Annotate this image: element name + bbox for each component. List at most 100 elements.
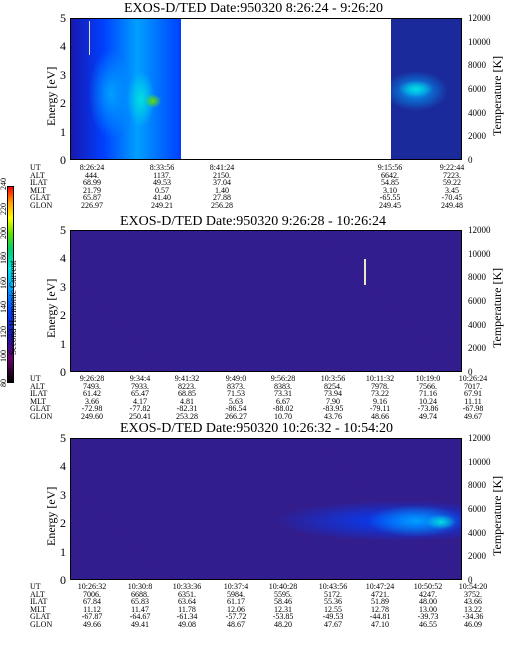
panel-3-cell: 10:33:36 bbox=[172, 582, 202, 591]
panel-2-ytick: 5 bbox=[60, 223, 66, 237]
panel-3-title: EXOS-D/TED Date:950320 10:26:32 - 10:54:… bbox=[120, 421, 393, 436]
panel-2-cell: -79.11 bbox=[369, 404, 391, 414]
panel-2-cell: 10.24 bbox=[419, 396, 437, 406]
panel-2-cell: 43.76 bbox=[324, 412, 342, 421]
panel-1-row-label: MLT bbox=[30, 185, 47, 195]
panel-2-cell: -86.54 bbox=[225, 404, 247, 414]
panel-2-row-label: UT bbox=[30, 374, 41, 383]
panel-3-row-label: MLT bbox=[30, 604, 47, 614]
panel-2-ylabel: Energy [eV] bbox=[44, 278, 58, 338]
panel-2-cell: 7933. bbox=[131, 381, 149, 391]
panel-2-y2label: Temperature [K] bbox=[490, 267, 504, 348]
panel-1-ylabel: Energy [eV] bbox=[44, 66, 58, 126]
panel-1-cell: 249.48 bbox=[441, 201, 463, 210]
panel-3-y2tick: 10000 bbox=[468, 456, 491, 467]
panel-3-cell: 49.08 bbox=[178, 620, 196, 629]
panel-1-cell: 65.87 bbox=[83, 193, 101, 203]
panel-1-y2tick: 4000 bbox=[468, 107, 486, 118]
panel-2-cell: 73.31 bbox=[274, 389, 292, 399]
panel-2-cell: -88.02 bbox=[272, 404, 294, 414]
panel-3-cell: -61.34 bbox=[176, 612, 198, 622]
panel-2-cell: 7978. bbox=[371, 381, 389, 391]
panel-3-cell: 12.06 bbox=[227, 604, 245, 614]
panel-3-y2tick: 4000 bbox=[468, 527, 486, 538]
panel-1-heatmap-right bbox=[391, 19, 461, 159]
panel-3-plot bbox=[70, 438, 462, 580]
colorbar-tick: 200 bbox=[0, 227, 8, 240]
panel-2-cell: 4.17 bbox=[133, 396, 147, 406]
panel-1-cell: 27.88 bbox=[213, 193, 231, 203]
panel-1-heatmap-left bbox=[71, 19, 181, 159]
colorbar-tick: 180 bbox=[0, 251, 8, 264]
panel-3-y2tick: 12000 bbox=[468, 433, 491, 443]
panel-2-cell: 7493. bbox=[83, 381, 101, 391]
panel-2-cell: 6.67 bbox=[276, 396, 290, 406]
panel-3-cell: 10:26:32 bbox=[77, 582, 107, 591]
panel-3-cell: 48.67 bbox=[227, 620, 245, 629]
panel-3-row-label: GLON bbox=[30, 620, 53, 629]
panel-2-ytick: 0 bbox=[60, 365, 66, 379]
panel-1-y2tick: 8000 bbox=[468, 60, 486, 71]
panel-3-cell: 11.47 bbox=[131, 604, 149, 614]
panel-3-cell: -34.36 bbox=[462, 612, 484, 622]
panel-1-cell: 1.40 bbox=[215, 185, 229, 195]
panel-3-cell: 13.22 bbox=[464, 604, 482, 614]
panel-3-ytick: 0 bbox=[60, 573, 66, 587]
panel-3-row-label: UT bbox=[30, 582, 41, 591]
panel-1-ytick: 0 bbox=[60, 153, 66, 167]
panel-3-cell: -39.73 bbox=[417, 612, 439, 622]
panel-2-ytick: 2 bbox=[60, 308, 66, 323]
panel-1-row-label: ALT bbox=[30, 170, 45, 180]
panel-3-cell: 10:47:24 bbox=[365, 582, 395, 591]
panel-1-row-label: ILAT bbox=[30, 178, 48, 188]
panel-3-row-label: ILAT bbox=[30, 597, 48, 607]
panel-3-row-label: ALT bbox=[30, 589, 45, 599]
panel-2-cell: 4.81 bbox=[180, 396, 194, 406]
panel-3-ytick: 1 bbox=[60, 544, 66, 559]
panel-2-white-spike bbox=[364, 259, 366, 285]
panel-3-cell: 49.41 bbox=[131, 620, 149, 629]
panel-2-cell: 253.28 bbox=[176, 412, 198, 421]
panel-3-cell: 48.20 bbox=[274, 620, 292, 629]
panel-1-cell: 8:41:24 bbox=[209, 163, 235, 172]
panel-2-plot bbox=[70, 230, 462, 372]
panel-1-cell: 7223. bbox=[443, 170, 461, 180]
panel-2-y2tick: 12000 bbox=[468, 225, 491, 235]
panel-3-cell: 12.31 bbox=[274, 604, 292, 614]
panel-2-cell: 8223. bbox=[178, 381, 196, 391]
panel-1-y2tick: 12000 bbox=[468, 13, 491, 23]
panel-2-cell: 67.91 bbox=[464, 389, 482, 399]
panel-1-cell: 49.53 bbox=[153, 178, 171, 188]
panel-1-ytick: 4 bbox=[60, 39, 66, 54]
panel-3-cell: -64.67 bbox=[129, 612, 151, 622]
panel-2-cell: 9:49:0 bbox=[225, 374, 247, 383]
panel-2-cell: 8254. bbox=[324, 381, 342, 391]
colorbar bbox=[7, 186, 14, 383]
panel-3-cell: -57.72 bbox=[225, 612, 247, 622]
panel-1-cell: 249.21 bbox=[151, 201, 173, 210]
colorbar-tick: 160 bbox=[0, 276, 8, 289]
panel-1-cell: 3.10 bbox=[383, 185, 397, 195]
panel-3-cell: 3752. bbox=[464, 589, 482, 599]
panel-3-cell: 4721. bbox=[371, 589, 389, 599]
panel-2-cell: -73.86 bbox=[417, 404, 439, 414]
panel-2-ytick: 1 bbox=[60, 336, 66, 351]
panel-3-cell: 47.67 bbox=[324, 620, 342, 629]
panel-3-cell: 12.78 bbox=[371, 604, 389, 614]
colorbar-tick: 140 bbox=[0, 301, 8, 314]
panel-3-y2tick: 2000 bbox=[468, 551, 486, 562]
panel-3-cell: 5172. bbox=[324, 589, 342, 599]
panel-3-cell: 10:54:20 bbox=[458, 582, 488, 591]
panel-1-ytick: 2 bbox=[60, 96, 66, 111]
panel-1-cell: 41.40 bbox=[153, 193, 171, 203]
panel-3-ylabel: Energy [eV] bbox=[44, 486, 58, 546]
panel-1-ytick: 5 bbox=[60, 11, 66, 25]
panel-1-cell: 59.22 bbox=[443, 178, 461, 188]
panel-2-cell: 10:11:32 bbox=[365, 374, 395, 383]
panel-1-ytick: 3 bbox=[60, 67, 66, 82]
panel-2-cell: 68.85 bbox=[178, 389, 196, 399]
panel-3-cell: 10:37:4 bbox=[223, 582, 249, 591]
panel-2-row-label: GLAT bbox=[30, 404, 51, 414]
panel-3-cell: 43.66 bbox=[464, 597, 482, 607]
panel-1-y2tick: 0 bbox=[468, 155, 473, 165]
